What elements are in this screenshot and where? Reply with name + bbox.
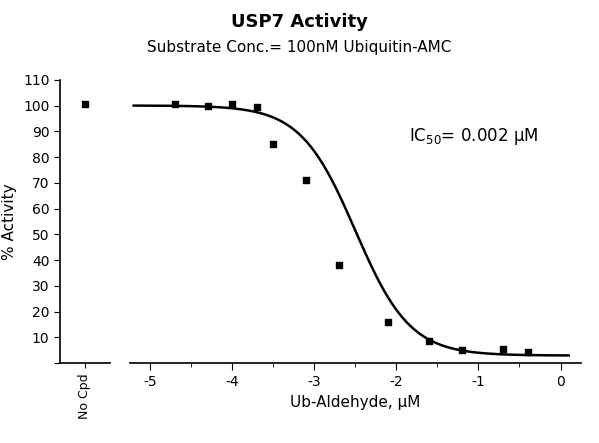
Point [252, 103, 262, 110]
Point [170, 101, 180, 108]
Point [425, 338, 434, 345]
X-axis label: Ub-Aldehyde, μM: Ub-Aldehyde, μM [290, 395, 420, 410]
Point [334, 262, 344, 269]
Y-axis label: % Activity: % Activity [2, 183, 17, 260]
Point [498, 346, 508, 353]
Point [457, 347, 467, 354]
Point [268, 140, 278, 148]
Point [228, 101, 237, 108]
Point [203, 102, 213, 109]
Point [383, 319, 393, 326]
Point [80, 101, 89, 108]
Text: Substrate Conc.= 100nM Ubiquitin-AMC: Substrate Conc.= 100nM Ubiquitin-AMC [147, 40, 452, 55]
Point [523, 348, 533, 355]
Point [301, 177, 311, 184]
Text: IC$_{50}$= 0.002 μM: IC$_{50}$= 0.002 μM [410, 126, 539, 147]
Text: USP7 Activity: USP7 Activity [231, 13, 368, 31]
